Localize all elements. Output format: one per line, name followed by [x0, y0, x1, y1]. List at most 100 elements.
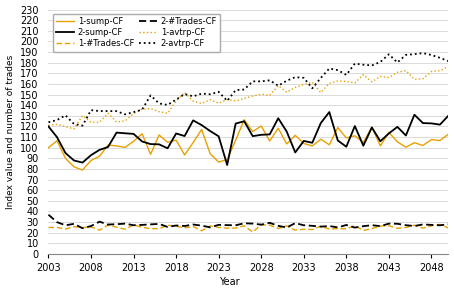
2-avtrp-CF [131, 110, 136, 114]
1-#Trades-CF [80, 226, 85, 229]
2-avtrp-CF [63, 113, 68, 117]
2-sump-CF [284, 130, 290, 133]
1-avtrp-CF [46, 124, 51, 127]
1-#Trades-CF [71, 225, 77, 228]
1-#Trades-CF [267, 223, 272, 227]
1-#Trades-CF [173, 224, 179, 228]
2-avtrp-CF [369, 64, 375, 67]
2-avtrp-CF [360, 63, 366, 66]
2-sump-CF [276, 116, 281, 120]
2-avtrp-CF [88, 109, 94, 112]
2-#Trades-CF [224, 223, 230, 227]
2-sump-CF [224, 163, 230, 167]
2-avtrp-CF [182, 92, 188, 96]
1-#Trades-CF [122, 228, 128, 231]
2-avtrp-CF [403, 53, 409, 57]
1-sump-CF [88, 159, 94, 162]
2-avtrp-CF [318, 76, 324, 80]
1-#Trades-CF [258, 223, 264, 227]
1-sump-CF [352, 134, 358, 138]
2-#Trades-CF [46, 213, 51, 217]
2-#Trades-CF [199, 224, 204, 227]
1-#Trades-CF [276, 227, 281, 230]
1-avtrp-CF [360, 73, 366, 76]
1-#Trades-CF [335, 227, 340, 230]
1-#Trades-CF [63, 227, 68, 231]
2-sump-CF [233, 122, 238, 125]
1-#Trades-CF [310, 228, 315, 231]
2-#Trades-CF [139, 223, 145, 227]
1-sump-CF [122, 146, 128, 149]
2-avtrp-CF [344, 73, 349, 77]
1-sump-CF [310, 144, 315, 148]
2-sump-CF [446, 114, 451, 117]
Line: 2-sump-CF: 2-sump-CF [49, 112, 449, 165]
2-#Trades-CF [378, 224, 383, 228]
1-#Trades-CF [352, 224, 358, 227]
2-#Trades-CF [233, 223, 238, 227]
1-#Trades-CF [156, 227, 162, 230]
1-avtrp-CF [250, 94, 256, 98]
2-sump-CF [369, 126, 375, 129]
1-avtrp-CF [105, 111, 111, 115]
2-#Trades-CF [54, 220, 59, 224]
2-#Trades-CF [318, 225, 324, 228]
1-sump-CF [156, 133, 162, 137]
2-sump-CF [352, 124, 358, 128]
2-avtrp-CF [216, 90, 222, 94]
1-avtrp-CF [326, 81, 332, 85]
2-#Trades-CF [335, 226, 340, 229]
1-sump-CF [378, 144, 383, 148]
1-#Trades-CF [114, 226, 119, 229]
1-sump-CF [46, 146, 51, 150]
2-sump-CF [199, 123, 204, 127]
2-avtrp-CF [437, 56, 443, 60]
2-#Trades-CF [165, 225, 170, 229]
2-sump-CF [80, 161, 85, 164]
2-#Trades-CF [258, 223, 264, 226]
2-#Trades-CF [156, 222, 162, 226]
2-#Trades-CF [207, 226, 213, 229]
2-#Trades-CF [326, 224, 332, 228]
1-avtrp-CF [420, 77, 426, 81]
2-avtrp-CF [165, 103, 170, 107]
1-sump-CF [360, 141, 366, 144]
1-avtrp-CF [242, 97, 247, 100]
2-#Trades-CF [63, 223, 68, 227]
1-#Trades-CF [54, 226, 59, 229]
1-avtrp-CF [318, 91, 324, 94]
1-avtrp-CF [114, 120, 119, 124]
1-avtrp-CF [429, 70, 434, 73]
1-#Trades-CF [46, 226, 51, 229]
1-#Trades-CF [97, 228, 102, 232]
2-sump-CF [242, 120, 247, 123]
2-#Trades-CF [242, 221, 247, 225]
1-#Trades-CF [437, 223, 443, 226]
1-avtrp-CF [284, 91, 290, 94]
1-#Trades-CF [207, 224, 213, 228]
1-sump-CF [173, 138, 179, 142]
1-sump-CF [190, 141, 196, 144]
Line: 1-avtrp-CF: 1-avtrp-CF [49, 66, 449, 129]
1-sump-CF [326, 143, 332, 147]
2-sump-CF [131, 132, 136, 136]
1-avtrp-CF [224, 98, 230, 102]
2-avtrp-CF [420, 51, 426, 55]
1-sump-CF [344, 136, 349, 140]
2-#Trades-CF [420, 223, 426, 226]
1-avtrp-CF [216, 102, 222, 105]
1-#Trades-CF [378, 224, 383, 228]
2-#Trades-CF [190, 223, 196, 226]
1-sump-CF [207, 152, 213, 155]
1-sump-CF [199, 128, 204, 131]
2-sump-CF [403, 134, 409, 137]
2-avtrp-CF [378, 60, 383, 64]
1-#Trades-CF [395, 227, 400, 230]
1-#Trades-CF [242, 224, 247, 228]
2-sump-CF [378, 139, 383, 143]
1-sump-CF [258, 124, 264, 128]
1-avtrp-CF [276, 84, 281, 87]
2-sump-CF [318, 121, 324, 125]
1-avtrp-CF [344, 80, 349, 83]
1-sump-CF [165, 141, 170, 144]
